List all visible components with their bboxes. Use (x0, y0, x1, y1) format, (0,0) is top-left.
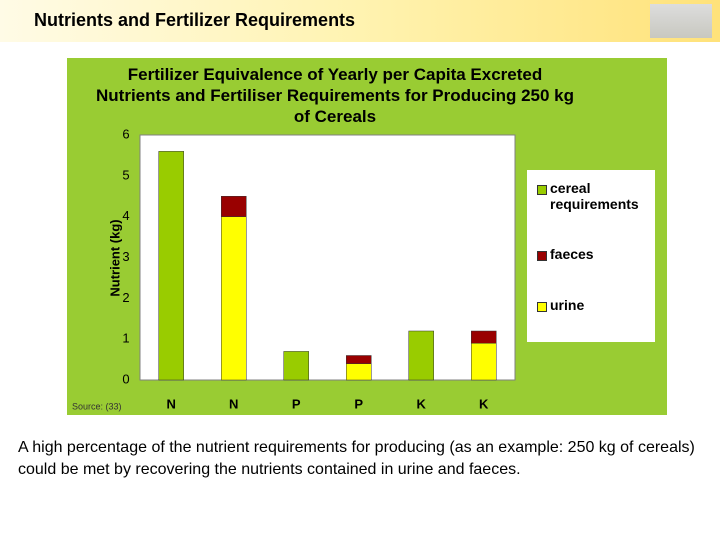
bar-segment (408, 330, 434, 381)
legend: cereal requirements faeces urine (527, 170, 655, 342)
legend-label: faeces (550, 246, 594, 262)
y-tick-label: 4 (122, 208, 129, 223)
legend-label: cereal requirements (550, 180, 639, 212)
bar-segment (471, 343, 497, 381)
caption: A high percentage of the nutrient requir… (18, 439, 695, 478)
legend-item: urine (537, 297, 652, 313)
y-tick-label: 0 (122, 371, 129, 386)
header-bar: Nutrients and Fertilizer Requirements (0, 0, 720, 42)
x-tick-label: K (479, 396, 489, 411)
y-tick-label: 5 (122, 167, 129, 182)
chart-title: Fertilizer Equivalence of Yearly per Cap… (96, 65, 574, 126)
legend-swatch (537, 302, 547, 312)
bar-segment (221, 196, 247, 217)
x-tick-label: P (354, 396, 363, 411)
y-tick-label: 2 (122, 290, 129, 305)
bar-segment (346, 363, 372, 381)
bar-segment (221, 216, 247, 381)
bar-segment (158, 151, 184, 381)
legend-swatch (537, 185, 547, 195)
y-axis-label: Nutrient (kg) (107, 219, 122, 296)
source-note: Source: (33) (72, 401, 122, 411)
x-tick-label: N (229, 396, 238, 411)
x-tick-label: P (292, 396, 301, 411)
bar-segment (471, 330, 497, 344)
y-tick-label: 6 (122, 126, 129, 141)
legend-swatch (537, 251, 547, 261)
y-tick-label: 3 (122, 249, 129, 264)
y-tick-label: 1 (122, 331, 129, 346)
legend-label: urine (550, 297, 585, 313)
legend-item: faeces (537, 246, 652, 262)
header-photo (650, 4, 712, 38)
x-tick-label: K (417, 396, 427, 411)
legend-item: cereal requirements (537, 180, 652, 212)
bar-segment (346, 355, 372, 364)
bar-segment (283, 351, 309, 381)
plot-area (139, 134, 516, 381)
header-title: Nutrients and Fertilizer Requirements (34, 10, 356, 30)
x-tick-label: N (167, 396, 176, 411)
